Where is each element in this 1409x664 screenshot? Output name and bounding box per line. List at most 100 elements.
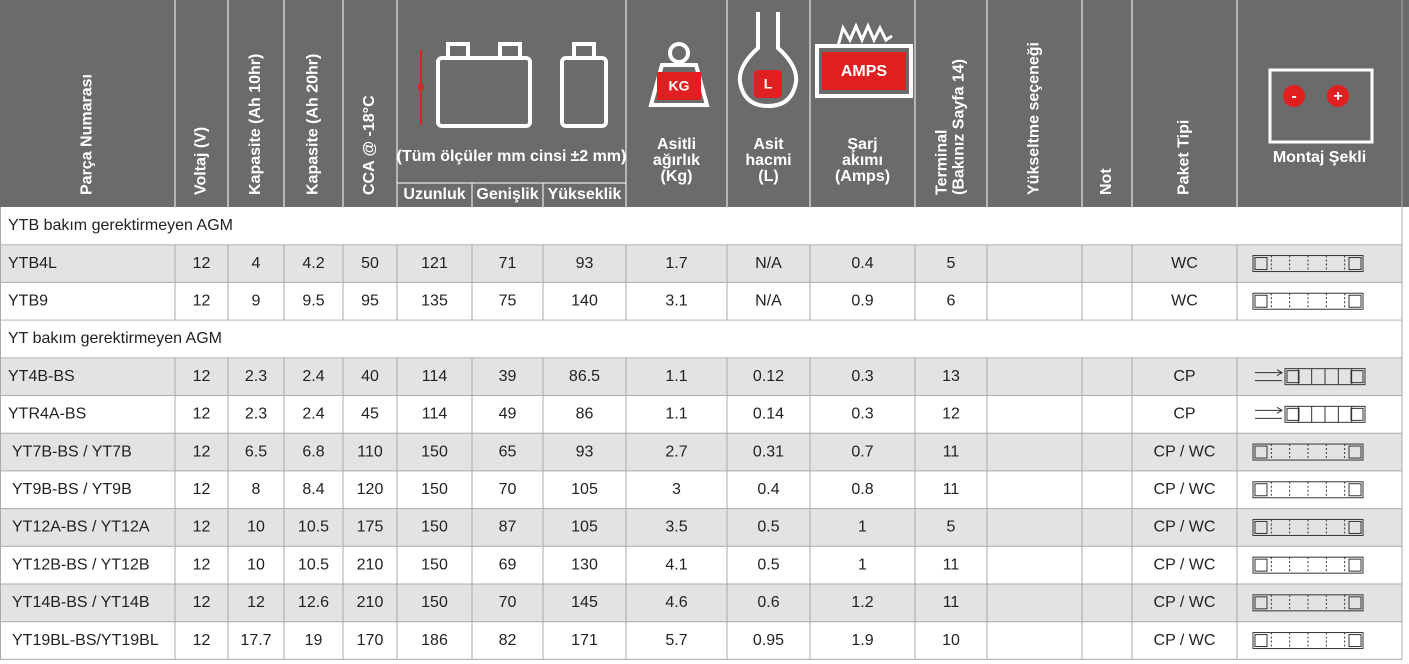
battery-terminal [498,42,522,60]
row-bg [0,621,1402,660]
cell: 0.14 [753,406,784,423]
cell: YT7B-BS / YT7B [12,443,132,460]
cell: 12 [193,368,211,385]
cell: 17.7 [240,632,271,649]
cell: 5 [947,255,956,272]
cell: 12 [193,632,211,649]
cell: 0.31 [753,443,784,460]
header-label: Voltaj (V) [193,127,210,195]
row-bg [0,433,1402,471]
terminal [1254,294,1268,308]
cell: 0.8 [851,481,873,498]
l-fill [754,70,782,98]
minus-circle [1283,85,1305,107]
cell: CP / WC [1154,594,1216,611]
cell: 170 [357,632,384,649]
terminal [1286,370,1300,384]
cell: 110 [357,443,383,460]
header-sublabel: Yükseklik [548,186,622,203]
header-label: Terminal [934,130,951,196]
cell: 9 [252,292,261,309]
cell: YT12A-BS / YT12A [12,519,150,536]
cell: 12 [193,255,211,272]
cell: 11 [943,443,960,460]
cell: 12 [193,556,211,573]
cell: 1.1 [665,368,687,385]
cell: YT4B-BS [8,368,75,385]
cell: YTR4A-BS [8,406,86,423]
cell: 2.3 [245,368,267,385]
cell: 150 [421,481,448,498]
terminal [1348,445,1362,459]
cell: 12 [942,406,960,423]
cell: WC [1171,292,1198,309]
terminal [1254,634,1268,648]
cell: 8 [252,481,261,498]
cell: N/A [755,292,782,309]
section-bg [1,320,1401,358]
mount-diagram [1252,632,1364,650]
cell: 4.2 [302,255,324,272]
header-label: (Bakınız Sayfa 14) [951,59,968,195]
mount-diagram [1252,443,1364,461]
cell: 12 [193,292,211,309]
terminal [1348,596,1362,610]
cell: 82 [499,632,517,649]
terminal [1348,520,1362,534]
cell: 140 [571,292,598,309]
cell: 135 [421,292,448,309]
cell: CP / WC [1154,443,1216,460]
mount-diagram [1255,368,1366,386]
header-sublabel: Genişlik [476,186,538,203]
dimension-note: (Tüm ölçüler mm cinsi ±2 mm) [397,148,627,165]
cell: 11 [943,481,960,498]
cell: 12 [193,406,211,423]
mount-diagram [1252,292,1364,310]
icon-fills [657,52,1349,107]
cell: CP / WC [1154,556,1216,573]
cell: 2.4 [302,406,324,423]
cell: 13 [942,368,960,385]
icon-label: KG [669,78,690,94]
terminal [1254,596,1268,610]
cell: YTB9 [8,292,48,309]
cell: 0.3 [851,406,873,423]
cell: 120 [357,481,384,498]
mount-diagram [1252,594,1364,612]
cell: CP / WC [1154,632,1216,649]
cell: 86.5 [569,368,600,385]
cell: 210 [357,556,384,573]
header-label: Paket Tipi [1176,120,1193,195]
section-title: YTB bakım gerektirmeyen AGM [8,217,233,234]
terminal [1254,483,1268,497]
amps-fill [822,52,906,90]
header-label: Şarj [847,136,877,153]
cell: 5 [947,519,956,536]
cell: 105 [571,519,598,536]
header-label: Not [1098,168,1115,195]
mount-icon [1268,68,1374,144]
cell: 10 [247,556,265,573]
cell: 87 [499,519,517,536]
cell: 0.7 [851,443,873,460]
cell: 1 [858,556,867,573]
mount-diagram [1255,405,1366,423]
flask-icon [737,12,799,109]
terminal [1348,294,1362,308]
header-label: Asitli [657,136,696,153]
header-label: (Amps) [835,168,890,185]
cell: 1.1 [665,406,687,423]
header-label: Asit [753,136,784,153]
mount-diagram [1252,556,1364,574]
kg-fill [657,72,701,100]
cell: 70 [499,594,517,611]
cell: YT19BL-BS/YT19BL [12,632,159,649]
terminal [1254,520,1268,534]
header-label: Yükseltme seçeneği [1026,42,1043,195]
cell: 3.1 [665,292,687,309]
cell: 0.6 [757,594,779,611]
header-label: (L) [758,168,778,185]
cell: 2.4 [302,368,324,385]
header-label: Parça Numarası [79,74,96,195]
